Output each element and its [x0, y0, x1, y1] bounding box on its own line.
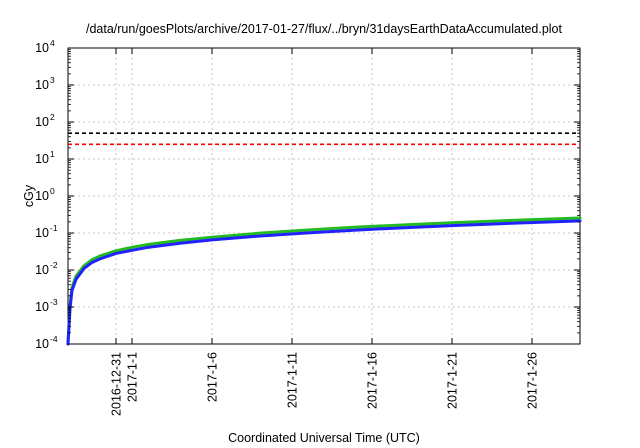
- y-tick-label: 10: [35, 78, 49, 92]
- x-tick-label: 2017-1-21: [446, 352, 460, 409]
- y-tick-exponent: -3: [50, 297, 58, 307]
- y-tick-label: 10: [35, 41, 49, 55]
- series-lines: [66, 216, 582, 346]
- y-tick-label: 10: [35, 226, 49, 240]
- x-axis-ticks: 2016-12-31 2017-1-1 2017-1-6 2017-1-11 2017-…: [110, 48, 540, 416]
- series-line-2: [66, 219, 582, 346]
- series-line-1: [66, 216, 582, 344]
- x-tick-label: 2017-1-16: [366, 352, 380, 409]
- x-tick-label: 2016-12-31: [110, 352, 124, 416]
- y-tick-exponent: 0: [50, 186, 55, 196]
- y-tick-label: 10: [35, 300, 49, 314]
- x-tick-label: 2017-1-1: [126, 352, 140, 402]
- y-tick-label: 10: [35, 189, 49, 203]
- grid: [68, 48, 580, 344]
- y-tick-label: 10: [35, 337, 49, 351]
- y-tick-exponent: -4: [50, 334, 58, 344]
- chart-title: /data/run/goesPlots/archive/2017-01-27/f…: [86, 22, 562, 36]
- y-tick-exponent: 3: [50, 75, 55, 85]
- y-tick-exponent: 2: [50, 112, 55, 122]
- y-axis-label: cGy: [22, 184, 36, 207]
- y-tick-exponent: -1: [50, 223, 58, 233]
- threshold-lines: [68, 132, 580, 146]
- x-axis-label: Coordinated Universal Time (UTC): [228, 431, 420, 445]
- y-tick-label: 10: [35, 263, 49, 277]
- y-tick-exponent: -2: [50, 260, 58, 270]
- y-tick-exponent: 1: [50, 149, 55, 159]
- x-tick-label: 2017-1-11: [286, 352, 300, 408]
- y-tick-label: 10: [35, 152, 49, 166]
- x-tick-label: 2017-1-26: [526, 352, 540, 409]
- x-tick-label: 2017-1-6: [206, 352, 220, 402]
- y-tick-exponent: 4: [50, 38, 55, 48]
- y-tick-label: 10: [35, 115, 49, 129]
